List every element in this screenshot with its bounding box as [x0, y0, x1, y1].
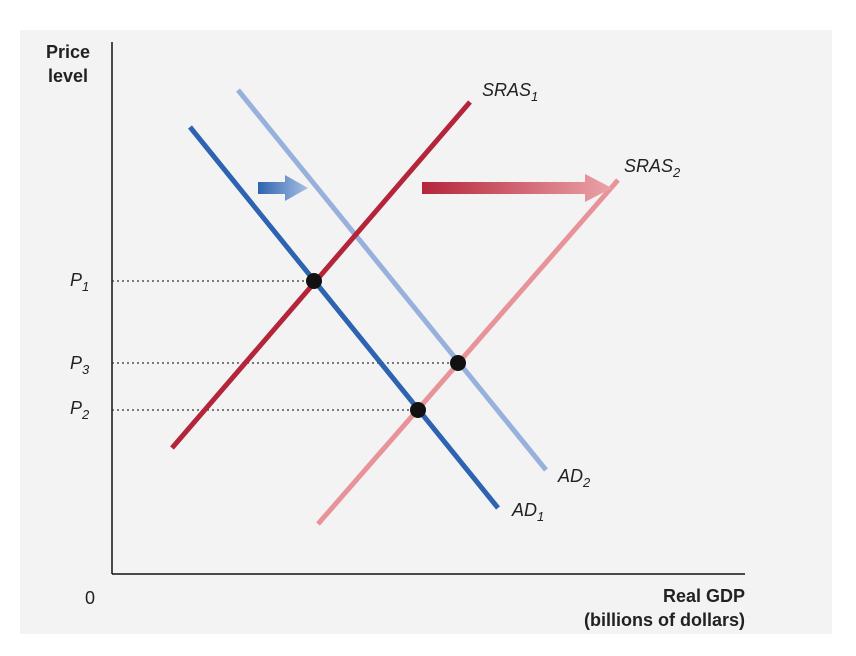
equilibrium-point	[306, 273, 322, 289]
y-axis-label: Price	[46, 42, 90, 62]
price-label: P1	[70, 270, 89, 294]
label-sub: 2	[672, 165, 681, 180]
label-base: AD	[511, 500, 537, 520]
sras-shift-arrow	[422, 174, 612, 202]
y-axis-label: level	[48, 66, 88, 86]
ad1-curve	[188, 125, 500, 510]
price-label: P2	[70, 398, 90, 422]
equilibrium-point	[410, 402, 426, 418]
label-sub: 3	[82, 362, 90, 377]
x-axis-label: (billions of dollars)	[584, 610, 745, 630]
sras1-curve	[170, 100, 472, 450]
ad-shift-arrow	[258, 175, 308, 201]
label-base: P	[70, 270, 82, 290]
curve-label: SRAS1	[482, 80, 538, 104]
guide-lines	[112, 280, 458, 411]
price-label: P3	[70, 353, 90, 377]
label-base: AD	[557, 466, 583, 486]
label-base: SRAS	[624, 156, 673, 176]
label-sub: 2	[582, 475, 591, 490]
curve-label: AD1	[511, 500, 544, 524]
origin-label: 0	[85, 588, 95, 608]
curve-label: SRAS2	[624, 156, 681, 180]
label-sub: 1	[531, 89, 538, 104]
plot-background	[20, 30, 832, 634]
ad2-curve	[236, 88, 548, 472]
label-base: SRAS	[482, 80, 531, 100]
label-base: P	[70, 398, 82, 418]
label-base: P	[70, 353, 82, 373]
x-axis-label: Real GDP	[663, 586, 745, 606]
equilibrium-point	[450, 355, 466, 371]
label-sub: 2	[81, 407, 90, 422]
label-sub: 1	[82, 279, 89, 294]
label-sub: 1	[537, 509, 544, 524]
sras2-curve	[316, 178, 620, 526]
curve-label: AD2	[557, 466, 591, 490]
